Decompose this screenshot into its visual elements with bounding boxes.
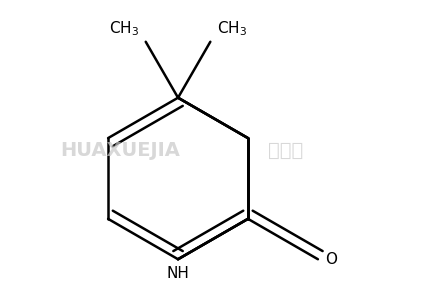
Text: NH: NH [167,266,190,281]
Text: CH$_3$: CH$_3$ [109,19,139,38]
Text: 化学加: 化学加 [268,141,303,160]
Text: O: O [325,252,337,267]
Text: HUAXUEJIA: HUAXUEJIA [60,141,180,160]
Text: CH$_3$: CH$_3$ [217,19,247,38]
